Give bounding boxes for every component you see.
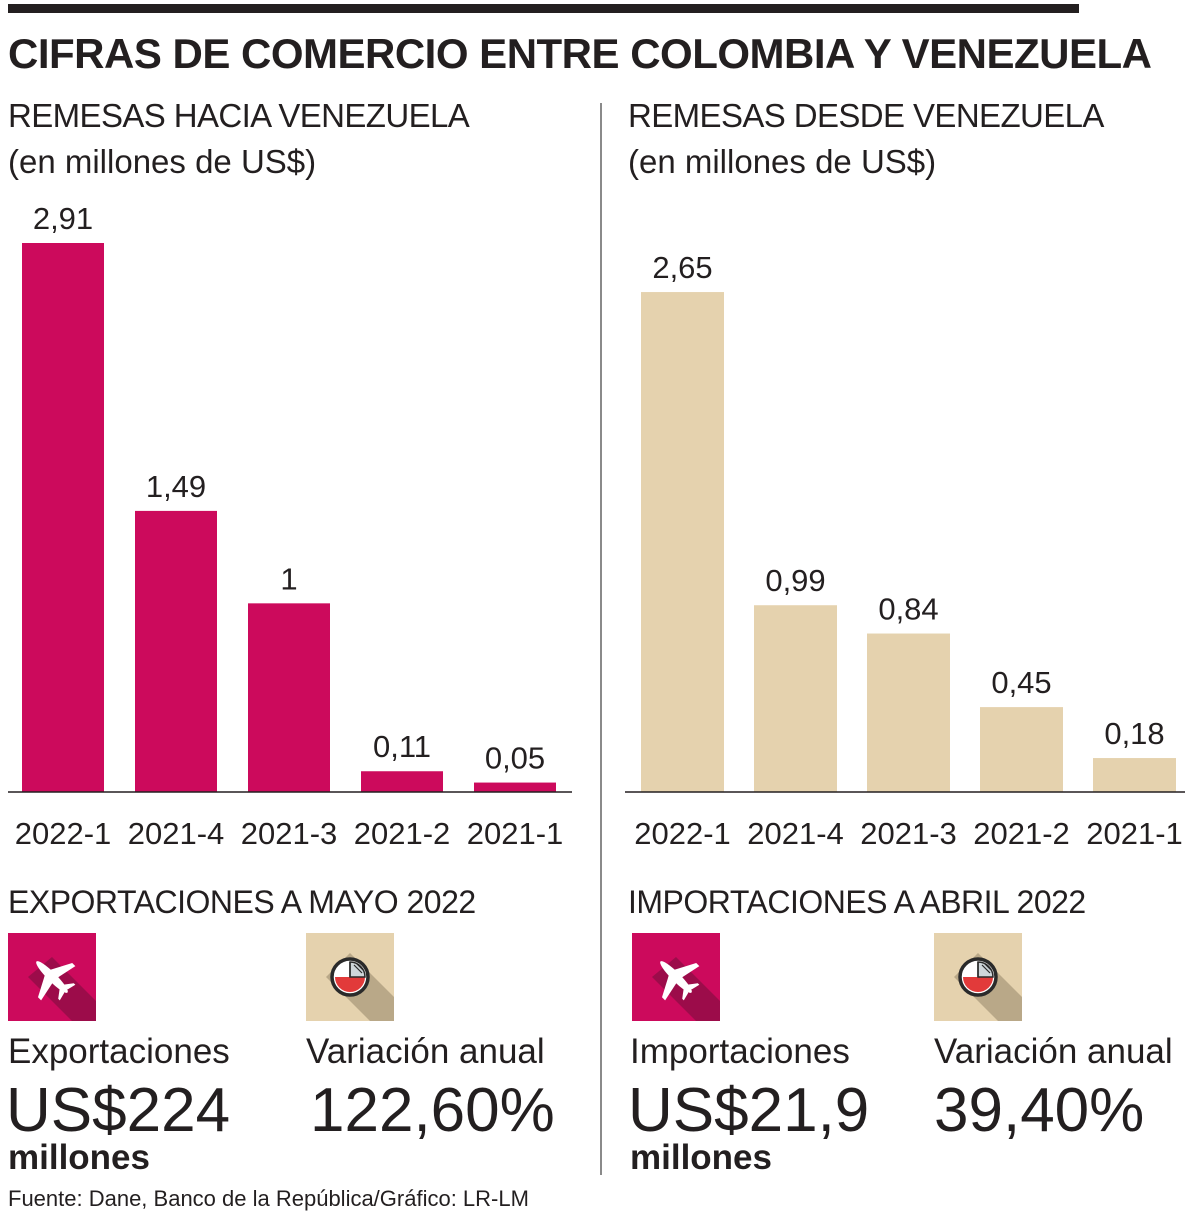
imports-airplane-tile: [632, 933, 720, 1021]
main-title: CIFRAS DE COMERCIO ENTRE COLOMBIA Y VENE…: [8, 30, 1152, 77]
category-label: 2022-1: [634, 816, 731, 851]
bar-value-label: 2,91: [33, 201, 93, 236]
chart-left: 2,91 2022-1 1,49 2021-4 1 2021-3 0,11 2021-2 0,0…: [8, 201, 572, 851]
bar-value-label: 0,84: [878, 592, 938, 627]
bar-2021-1: [474, 782, 556, 792]
imports-label: Importaciones: [630, 1032, 850, 1071]
exports-value: US$224: [6, 1076, 231, 1145]
airplane-icon: [28, 957, 96, 1021]
bar-value-label: 1: [280, 561, 297, 596]
chart-left-subtitle: (en millones de US$): [8, 143, 317, 180]
exports-label: Exportaciones: [8, 1032, 230, 1071]
imports-variation-value: 39,40%: [934, 1076, 1145, 1145]
bar-2021-4: [754, 605, 837, 792]
category-label: 2021-4: [747, 816, 844, 851]
imports-unit: millones: [630, 1138, 772, 1177]
bar-2021-2: [361, 771, 443, 792]
bar-value-label: 0,99: [765, 563, 825, 598]
exports-variation-value: 122,60%: [310, 1076, 555, 1145]
bar-2021-3: [248, 603, 330, 792]
category-label: 2021-2: [354, 816, 451, 851]
bar-2021-4: [135, 510, 217, 792]
category-label: 2021-2: [973, 816, 1070, 851]
category-label: 2021-3: [241, 816, 338, 851]
category-label: 2021-1: [1086, 816, 1183, 851]
chart-right: 2,65 2022-1 0,99 2021-4 0,84 2021-3 0,45 2021-2…: [625, 250, 1185, 851]
bar-2021-2: [980, 707, 1063, 792]
pie-chart-icon: [326, 953, 394, 1021]
bar-value-label: 0,18: [1104, 716, 1164, 751]
bar-value-label: 0,45: [991, 665, 1051, 700]
pie-chart-icon: [954, 953, 1022, 1021]
top-rule: [8, 4, 1079, 13]
exports-title: EXPORTACIONES A MAYO 2022: [8, 884, 476, 920]
imports-title: IMPORTACIONES A ABRIL 2022: [628, 884, 1086, 920]
bar-value-label: 0,05: [485, 741, 545, 776]
category-label: 2021-4: [128, 816, 225, 851]
exports-airplane-tile: [8, 933, 96, 1021]
bar-value-label: 2,65: [652, 250, 712, 285]
bar-2022-1: [641, 292, 724, 792]
exports-variation-label: Variación anual: [306, 1032, 545, 1071]
vertical-divider: [600, 103, 602, 1175]
chart-left-title: REMESAS HACIA VENEZUELA: [8, 97, 470, 134]
imports-variation-label: Variación anual: [934, 1032, 1173, 1071]
bar-value-label: 1,49: [146, 469, 206, 504]
source-note: Fuente: Dane, Banco de la República/Gráf…: [8, 1186, 529, 1211]
category-label: 2022-1: [15, 816, 112, 851]
chart-right-subtitle: (en millones de US$): [628, 143, 937, 180]
exports-unit: millones: [8, 1138, 150, 1177]
bar-2022-1: [22, 243, 104, 792]
chart-right-title: REMESAS DESDE VENEZUELA: [628, 97, 1104, 134]
imports-pie-tile: [934, 933, 1022, 1021]
exports-pie-tile: [306, 933, 394, 1021]
bar-2021-3: [867, 633, 950, 792]
category-label: 2021-3: [860, 816, 957, 851]
airplane-icon: [652, 957, 720, 1021]
bar-2021-1: [1093, 758, 1176, 792]
category-label: 2021-1: [467, 816, 564, 851]
imports-value: US$21,9: [628, 1076, 870, 1145]
bar-value-label: 0,11: [373, 729, 431, 764]
